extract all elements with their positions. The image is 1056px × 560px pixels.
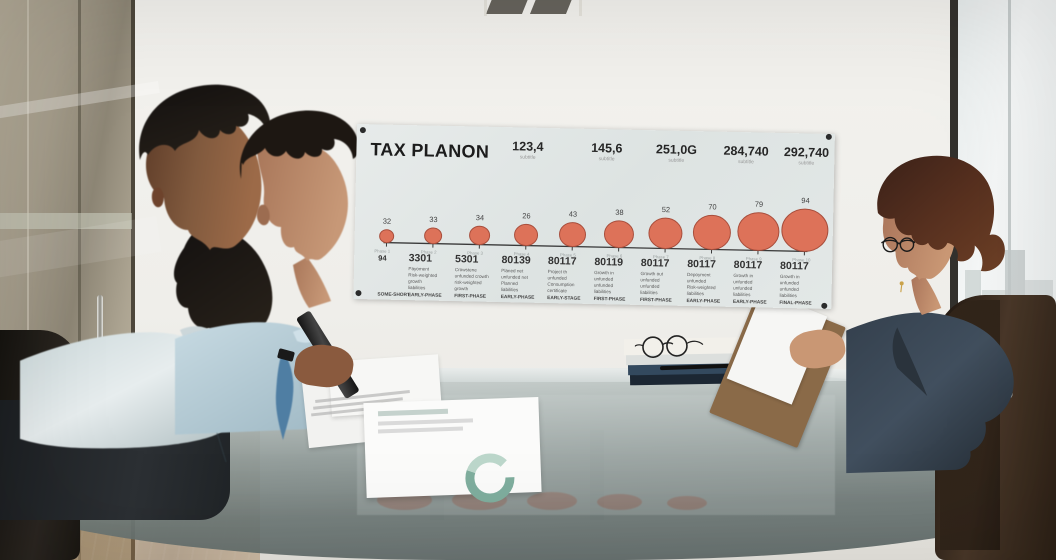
svg-text:Growth in: Growth in [594, 270, 614, 275]
svg-text:94: 94 [801, 196, 810, 205]
svg-text:liabilities: liabilities [779, 293, 797, 298]
svg-text:80117: 80117 [734, 259, 763, 272]
svg-text:subtitle: subtitle [599, 156, 615, 162]
svg-text:Risk-weighted: Risk-weighted [687, 285, 716, 291]
svg-text:Payoment: Payoment [408, 266, 430, 271]
svg-text:Project th: Project th [548, 269, 568, 274]
svg-text:liabilities: liabilities [687, 291, 705, 296]
svg-text:EARLY-PHASE: EARLY-PHASE [686, 298, 721, 305]
svg-text:unfunded net: unfunded net [501, 274, 529, 280]
svg-text:33: 33 [429, 215, 438, 224]
svg-text:subtitle: subtitle [738, 159, 754, 165]
svg-text:unfunded: unfunded [594, 276, 614, 281]
svg-text:26: 26 [522, 211, 531, 220]
svg-text:Growth in: Growth in [780, 274, 800, 279]
svg-text:FIRST-PHASE: FIRST-PHASE [594, 296, 627, 303]
svg-text:Planed net: Planed net [501, 268, 524, 273]
svg-text:Planned: Planned [501, 281, 518, 286]
svg-text:liabilities: liabilities [640, 290, 658, 295]
svg-text:79: 79 [755, 200, 764, 209]
svg-text:5301: 5301 [455, 253, 479, 265]
svg-text:unfunded: unfunded [594, 283, 614, 288]
svg-text:certificate: certificate [547, 288, 567, 293]
svg-text:251,0G: 251,0G [656, 142, 697, 157]
svg-text:284,740: 284,740 [723, 144, 769, 159]
svg-text:SOME-SHORT: SOME-SHORT [377, 291, 410, 298]
svg-text:unfunded crowth: unfunded crowth [455, 273, 490, 279]
svg-text:34: 34 [476, 213, 485, 222]
svg-text:EARLY-PHASE: EARLY-PHASE [501, 294, 536, 301]
svg-text:Growth in: Growth in [733, 273, 753, 278]
svg-text:subtitle: subtitle [798, 160, 814, 166]
svg-text:Depoyment: Depoyment [687, 272, 711, 278]
svg-text:Crowstene: Crowstene [455, 267, 478, 272]
svg-text:EARLY-PHASE: EARLY-PHASE [733, 299, 768, 306]
svg-text:subtitle: subtitle [520, 154, 536, 160]
svg-text:52: 52 [662, 205, 671, 214]
svg-text:growth: growth [408, 279, 422, 284]
svg-text:risk-weighted: risk-weighted [455, 280, 483, 286]
svg-text:unfunded: unfunded [640, 277, 660, 282]
svg-text:subtitle: subtitle [668, 158, 684, 164]
svg-text:unfunded: unfunded [548, 275, 568, 280]
svg-text:80117: 80117 [548, 255, 577, 268]
svg-text:unfunded: unfunded [733, 286, 753, 291]
svg-text:123,4: 123,4 [512, 139, 544, 154]
svg-text:32: 32 [383, 217, 392, 226]
svg-text:Risk-weighted: Risk-weighted [408, 272, 437, 278]
svg-text:unfunded: unfunded [780, 286, 800, 291]
svg-text:43: 43 [569, 210, 578, 219]
svg-text:unfunded: unfunded [780, 280, 800, 285]
svg-text:liabilities: liabilities [501, 287, 519, 292]
svg-text:3301: 3301 [409, 252, 433, 264]
svg-text:80139: 80139 [501, 254, 531, 267]
svg-text:unfunded: unfunded [733, 279, 753, 284]
svg-text:FINAL-PHASE: FINAL-PHASE [779, 300, 812, 307]
svg-text:80117: 80117 [687, 258, 716, 271]
svg-text:EARLY-STAGE: EARLY-STAGE [547, 295, 581, 302]
svg-text:80117: 80117 [641, 257, 670, 270]
svg-text:80119: 80119 [594, 256, 623, 269]
svg-text:liabilities: liabilities [594, 289, 612, 294]
svg-text:liabilities: liabilities [733, 292, 751, 297]
svg-text:Consumption: Consumption [547, 282, 575, 288]
svg-text:145,6: 145,6 [591, 141, 623, 156]
svg-text:liabilities: liabilities [408, 285, 426, 290]
svg-text:FIRST-PHASE: FIRST-PHASE [454, 293, 487, 300]
svg-text:70: 70 [708, 202, 717, 211]
svg-text:80117: 80117 [780, 260, 809, 273]
svg-text:EARLY-PHASE: EARLY-PHASE [408, 292, 443, 299]
svg-text:94: 94 [378, 253, 387, 262]
svg-text:unfunded: unfunded [640, 284, 660, 289]
svg-text:unfunded: unfunded [687, 278, 707, 283]
svg-text:38: 38 [615, 208, 624, 217]
svg-text:292,740: 292,740 [784, 145, 830, 160]
svg-text:FIRST-PHASE: FIRST-PHASE [640, 297, 673, 304]
svg-text:Growth out: Growth out [641, 271, 664, 276]
svg-text:growth: growth [454, 286, 468, 291]
